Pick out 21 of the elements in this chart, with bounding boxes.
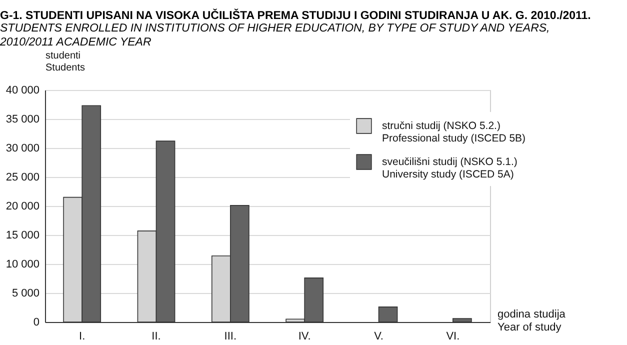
y-tick-label: 0 (33, 316, 40, 328)
x-tick-label: V. (374, 330, 384, 342)
y-tick-label: 5 000 (12, 288, 40, 300)
y-tick-label: 30 000 (6, 142, 40, 154)
y-tick-label: 15 000 (6, 230, 40, 242)
x-axis-title: godina studija Year of study (498, 308, 566, 334)
y-tick-label: 25 000 (6, 172, 40, 184)
legend-label: stručni studij (NSKO 5.2.) Professional study (ISCED 5B) (382, 120, 526, 144)
x-tick-label: I. (79, 330, 86, 342)
y-tick-label: 10 000 (6, 258, 40, 270)
x-tick-label: VI. (446, 330, 460, 342)
y-tick-label: 40 000 (6, 84, 40, 96)
chart-title: G-1. STUDENTI UPISANI NA VISOKA UČILIŠTA PREMA STUDIJU I GODINI STUDIRANJA U AK. G. 2010./2011. (0, 8, 591, 22)
x-tick-label: III. (224, 330, 237, 342)
y-axis-title: studenti Students (46, 50, 85, 74)
x-tick-label: IV. (298, 330, 311, 342)
chart-subtitle: STUDENTS ENROLLED IN INSTITUTIONS OF HIGHER EDUCATION, BY TYPE OF STUDY AND YEARS, 2010/2011 ACADEMIC YEAR (0, 22, 550, 48)
x-tick-label: II. (152, 330, 161, 342)
legend-label: sveučilišni studij (NSKO 5.1.) University study (ISCED 5A) (382, 156, 518, 180)
y-tick-label: 20 000 (6, 200, 40, 212)
y-tick-label: 35 000 (6, 114, 40, 126)
